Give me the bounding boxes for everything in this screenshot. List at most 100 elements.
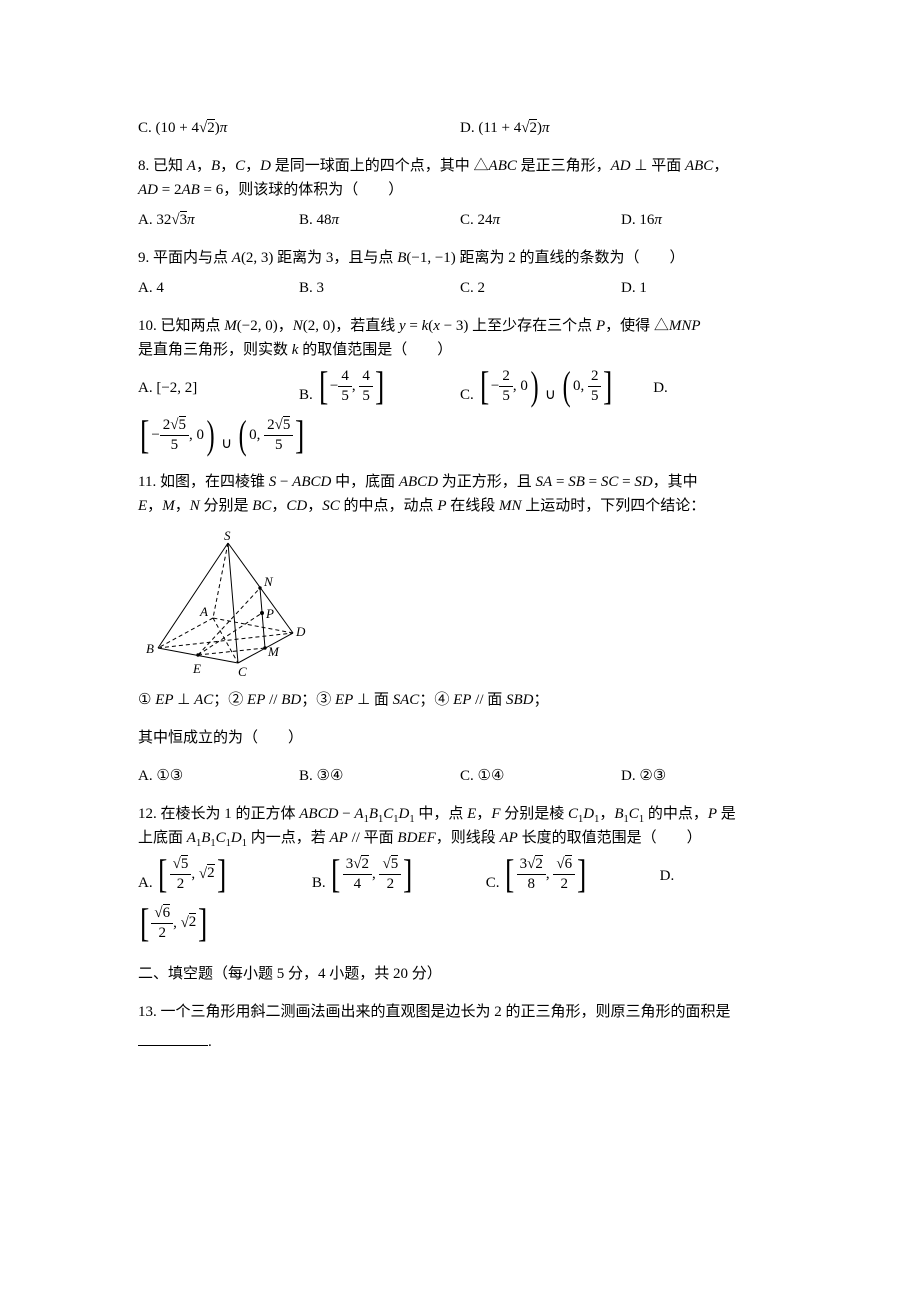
num: 3√2 xyxy=(343,857,372,875)
q8-option-c: C. 24π xyxy=(460,208,621,232)
num: 4 xyxy=(359,369,373,387)
label-N: N xyxy=(263,574,274,589)
q11-options: A. ①③ B. ③④ C. ①④ D. ②③ xyxy=(138,764,782,788)
q10-options: A. [−2, 2] B. [ −45, 45 ] C. [ −25, 0 ) … xyxy=(138,368,782,456)
q11-option-c: C. ①④ xyxy=(460,764,621,788)
q8-stem: 8. 已知 A，B，C，D 是同一球面上的四个点，其中 △ABC 是正三角形，A… xyxy=(138,154,782,202)
q13-stem: 13. 一个三角形用斜二测画法画出来的直观图是边长为 2 的正三角形，则原三角形… xyxy=(138,1000,782,1024)
den: 2 xyxy=(379,875,401,892)
q12-option-a: A. [ √52, √2 ] xyxy=(138,856,312,895)
q8-option-d: D. 16π xyxy=(621,208,782,232)
num: 2 xyxy=(499,369,513,387)
q11-figure: S B C D A E M N P xyxy=(138,528,782,678)
q9-option-d: D. 1 xyxy=(621,276,782,300)
q12-option-b: B. [ 3√24, √52 ] xyxy=(312,856,486,895)
q10-option-d-value: [ −2√55, 0 ) ∪ ( 0, 2√55 ] xyxy=(138,417,782,456)
q8-option-b: B. 48π xyxy=(299,208,460,232)
q9-stem: 9. 平面内与点 A(2, 3) 距离为 3，且与点 B(−1, −1) 距离为… xyxy=(138,246,782,270)
q12-stem-line1: 12. 在棱长为 1 的正方体 ABCD − A1B1C1D1 中，点 E，F … xyxy=(138,806,736,822)
num: √6 xyxy=(553,857,575,875)
q12-optb-label: B. xyxy=(312,875,326,891)
den: 2 xyxy=(553,875,575,892)
q10-optb-interval: [ −45, 45 ] xyxy=(317,368,387,404)
q10-optc-interval: [ −25, 0 ) xyxy=(478,368,542,404)
label-D: D xyxy=(295,624,306,639)
q9-options: A. 4 B. 3 C. 2 D. 1 xyxy=(138,276,782,300)
den: 5 xyxy=(338,387,352,404)
pyramid-svg: S B C D A E M N P xyxy=(138,528,318,678)
q9-stem-text: 9. 平面内与点 A(2, 3) 距离为 3，且与点 B(−1, −1) 距离为… xyxy=(138,250,685,266)
num: 2 xyxy=(588,369,602,387)
q10-optb-label: B. xyxy=(299,387,313,403)
q12-opta-label: A. xyxy=(138,875,153,891)
q9-option-a: A. 4 xyxy=(138,276,299,300)
q8-stem-line2: AD = 2AB = 6，则该球的体积为（ ） xyxy=(138,182,403,198)
q10-option-d-label: D. xyxy=(653,376,717,400)
num: √6 xyxy=(151,906,173,924)
q7-optc-text: C. (10 + 4√2)π xyxy=(138,119,227,136)
q13-blank xyxy=(138,1045,208,1046)
q12-option-d-label: D. xyxy=(660,864,724,888)
q10-option-c: C. [ −25, 0 ) ∪ ( 0, 25 ] xyxy=(460,368,653,407)
q13-blank-row: . xyxy=(138,1030,782,1054)
q10-optd-label: D. xyxy=(653,380,668,396)
q9-option-c: C. 2 xyxy=(460,276,621,300)
den: 5 xyxy=(588,387,602,404)
q12-optb-interval: [ 3√24, √52 ] xyxy=(329,856,414,892)
q11-stem-line1: 11. 如图，在四棱锥 S − ABCD 中，底面 ABCD 为正方形，且 SA… xyxy=(138,474,698,490)
q12-stem: 12. 在棱长为 1 的正方体 ABCD − A1B1C1D1 中，点 E，F … xyxy=(138,802,782,850)
label-P: P xyxy=(265,606,274,621)
q10-optc-label: C. xyxy=(460,387,474,403)
num: 4 xyxy=(338,369,352,387)
q7-option-d: D. (11 + 4√2)π xyxy=(460,116,782,140)
q12-option-d-value: [ √62, √2 ] xyxy=(138,905,782,944)
q10-option-b: B. [ −45, 45 ] xyxy=(299,368,460,407)
q10-stem: 10. 已知两点 M(−2, 0)，N(2, 0)，若直线 y = k(x − … xyxy=(138,314,782,362)
label-B: B xyxy=(146,641,154,656)
q11-claims: ① EP ⊥ AC；② EP // BD；③ EP ⊥ 面 SAC；④ EP /… xyxy=(138,688,782,712)
q8-option-a: A. 32√3π xyxy=(138,208,299,232)
q10-opta-val: [−2, 2] xyxy=(156,380,197,396)
q10-optc-interval2: ( 0, 25 ] xyxy=(560,368,615,404)
den: 4 xyxy=(343,875,372,892)
q11-stem: 11. 如图，在四棱锥 S − ABCD 中，底面 ABCD 为正方形，且 SA… xyxy=(138,470,782,518)
q10-optd-interval2: ( 0, 2√55 ] xyxy=(236,417,307,453)
num: 3√2 xyxy=(517,857,546,875)
q10-option-a: A. [−2, 2] xyxy=(138,376,299,400)
q11-option-b: B. ③④ xyxy=(299,764,460,788)
q12-option-c: C. [ 3√28, √62 ] xyxy=(486,856,660,895)
label-A: A xyxy=(199,604,208,619)
q10-opta-label: A. xyxy=(138,380,156,396)
q12-opta-interval: [ √52, √2 ] xyxy=(156,856,228,892)
den: 2 xyxy=(170,875,192,892)
num: √5 xyxy=(379,857,401,875)
q12-optc-label: C. xyxy=(486,875,500,891)
label-C: C xyxy=(238,664,247,678)
q11-option-a: A. ①③ xyxy=(138,764,299,788)
q8-stem-line1: 8. 已知 A，B，C，D 是同一球面上的四个点，其中 △ABC 是正三角形，A… xyxy=(138,158,728,174)
den: 5 xyxy=(359,387,373,404)
q11-sub: 其中恒成立的为（ ） xyxy=(138,726,782,750)
label-E: E xyxy=(192,661,201,676)
den: 5 xyxy=(499,387,513,404)
den: 8 xyxy=(517,875,546,892)
q12-optc-interval: [ 3√28, √62 ] xyxy=(503,856,588,892)
den: 5 xyxy=(264,436,293,453)
q12-optd-interval: [ √62, √2 ] xyxy=(138,905,210,941)
q7-options-cd: C. (10 + 4√2)π D. (11 + 4√2)π xyxy=(138,116,782,140)
q11-claims-text: ① EP ⊥ AC；② EP // BD；③ EP ⊥ 面 SAC；④ EP /… xyxy=(138,692,549,708)
q8-options: A. 32√3π B. 48π C. 24π D. 16π xyxy=(138,208,782,232)
q10-stem-line2: 是直角三角形，则实数 k 的取值范围是（ ） xyxy=(138,342,452,358)
q10-optd-interval: [ −2√55, 0 ) xyxy=(138,417,217,453)
q13-stem-text: 13. 一个三角形用斜二测画法画出来的直观图是边长为 2 的正三角形，则原三角形… xyxy=(138,1004,731,1020)
num: 2√5 xyxy=(160,418,189,436)
section2-header: 二、填空题（每小题 5 分，4 小题，共 20 分） xyxy=(138,962,782,986)
q12-stem-line2: 上底面 A1B1C1D1 内一点，若 AP // 平面 BDEF，则线段 AP … xyxy=(138,830,702,846)
q12-optd-label: D. xyxy=(660,868,675,884)
q7-optd-text: D. (11 + 4√2)π xyxy=(460,119,549,136)
q13-period: . xyxy=(208,1034,212,1050)
label-M: M xyxy=(267,644,280,659)
num: √5 xyxy=(170,857,192,875)
q11-stem-line2: E，M，N 分别是 BC，CD，SC 的中点，动点 P 在线段 MN 上运动时，… xyxy=(138,498,705,514)
den: 5 xyxy=(160,436,189,453)
